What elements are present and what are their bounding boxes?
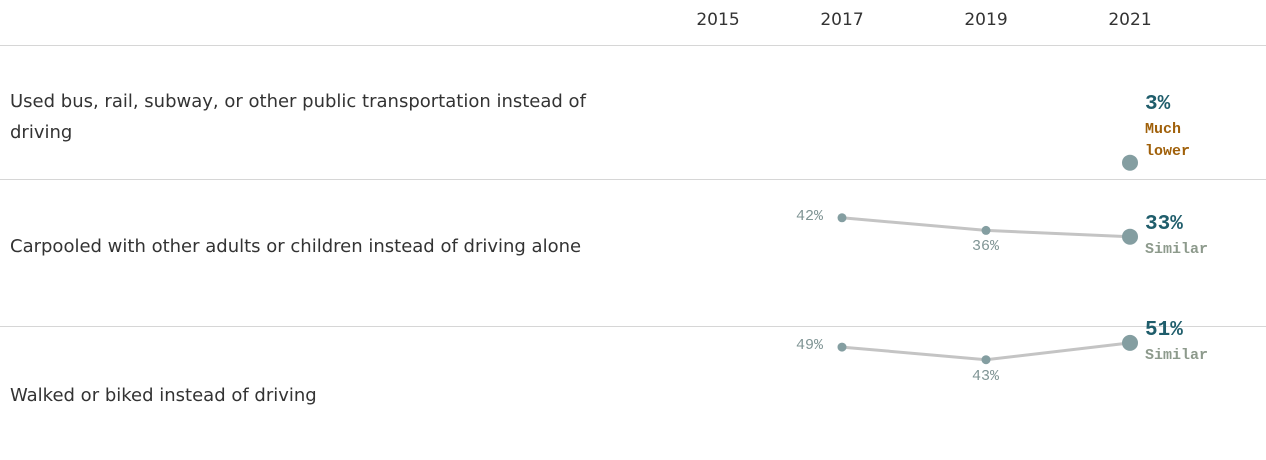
row-label: Used bus, rail, subway, or other public … — [10, 91, 586, 143]
latest-point — [1122, 334, 1138, 351]
point-label: 43% — [972, 367, 1000, 385]
comparison-label: Much lower — [1145, 120, 1191, 160]
latest-point — [1122, 228, 1138, 245]
row-label: Walked or biked instead of driving — [10, 385, 317, 406]
point-label: 42% — [796, 207, 824, 225]
row-label: Carpooled with other adults or children … — [10, 236, 582, 257]
latest-value-label: 33% — [1145, 212, 1183, 236]
latest-point — [1122, 154, 1138, 171]
year-header: 2017 — [820, 10, 864, 30]
point-label: 36% — [972, 238, 1000, 256]
point — [837, 342, 847, 352]
year-header: 2019 — [964, 10, 1008, 30]
comparison-label: Similar — [1145, 346, 1209, 364]
year-header: 2021 — [1108, 10, 1152, 30]
comparison-label: Similar — [1145, 240, 1209, 258]
latest-value-label: 3% — [1145, 92, 1171, 116]
point — [837, 213, 847, 223]
year-header: 2015 — [696, 10, 740, 30]
latest-value-label: 51% — [1145, 318, 1183, 342]
point — [981, 225, 991, 235]
point-label: 49% — [796, 337, 824, 355]
point — [981, 355, 991, 365]
